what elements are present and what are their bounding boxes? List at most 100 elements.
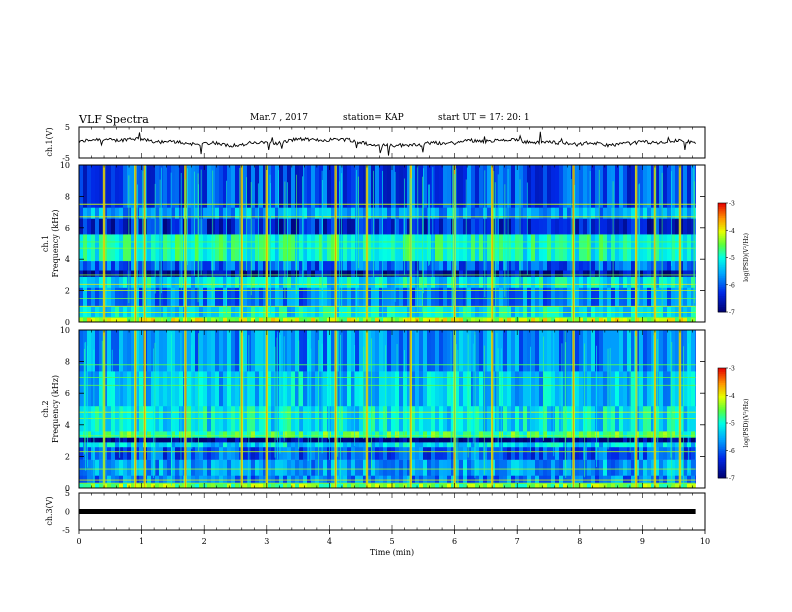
ch2-spectrogram-cell [259,442,264,448]
ch2-spectrogram-cell [319,442,324,448]
ch1-spectrogram-cell [287,165,292,208]
ch2-spectrogram-cell [259,483,264,489]
ch1-spectrogram-cell [547,165,552,208]
ch2-spectrogram-cell [203,330,208,372]
ch2-spectrogram-cell [583,483,588,489]
ch2-spectrogram-cell [271,446,276,460]
ch1-spectrogram-cell [243,287,248,307]
ch1-spectrogram-cell [671,260,676,271]
ch2-spectrogram-cell [195,442,200,448]
ch1-spectrogram-cell [383,207,388,219]
ch1-spectrogram-cell [331,207,336,219]
ch2-spectrogram-cell [591,459,596,476]
ch2-spectrogram-cell [667,442,672,448]
ch1-spectrogram-cell [463,207,468,219]
ch2-spectrogram-cell [691,330,696,372]
ch1-spectrogram-cell [471,260,476,271]
ch1-spectrogram-cell [443,306,448,318]
ch1-spectrogram-cell [247,306,252,318]
ch1-spectrogram-cell [215,165,220,208]
ch2-spectrogram-cell [487,437,492,443]
ch2-spectrogram-cell [599,475,604,484]
ch2-spectrogram-cell [463,330,468,372]
ch1-spectrogram-cell [367,306,372,318]
ch1-spectrogram-cell [295,276,300,288]
ch2-spectrogram-cell [519,330,524,372]
ch2-spectrogram-cell [447,483,452,489]
ch1-spectrogram-cell [435,218,440,235]
ch2-spectrogram-cell [319,446,324,460]
ch1-spectrogram-cell [411,207,416,219]
ch1-spectrogram-cell [579,234,584,262]
ch1-spectrogram-cell [215,270,220,277]
ch2-spectrogram-cell [231,437,236,443]
ch1-spectrogram-cell [223,276,228,288]
ch1-spectrogram-cell [139,260,144,271]
ch2-spectrogram-cell [343,442,348,448]
ch2-spectrogram-cell [363,442,368,448]
ch2-spectrogram-cell [291,371,296,407]
ch2-spectrogram-cell [131,446,136,460]
ch1-spectrogram-cell [299,260,304,271]
ch1-spectrogram-cell [567,317,572,323]
ch1-spectrogram-cell [519,287,524,307]
ch1-spectrogram-colorbar-cell [718,228,726,231]
ch1-spectrogram-cell [339,207,344,219]
ch2-spectrogram-cell [335,437,340,443]
ch1-spectrogram-cell [119,218,124,235]
ch1-spectrogram-cell [379,260,384,271]
ch1-spectrogram-cell [443,218,448,235]
ch1-spectrogram-cell [155,165,160,208]
ch1-spectrogram-cell [235,270,240,277]
ch2-spectrogram-cell [195,437,200,443]
ch2-spectrogram-cell [175,330,180,372]
ch1-spectrogram-colorbar-cell [718,219,726,222]
ch1-spectrogram-cell [539,317,544,323]
ch1-spectrogram-cell [331,317,336,323]
ch1-spectrogram-cell [379,218,384,235]
ch1-spectrogram-cell [267,317,272,323]
ch1-spectrogram-cell [599,270,604,277]
ch2-spectrogram-cell [659,330,664,372]
ch1-spectrogram-cell [207,287,212,307]
ch1-spectrogram-cell [379,276,384,288]
ch2-spectrogram-cell [415,475,420,484]
ch2-spectrogram-cell [695,371,696,407]
ch2-spectrogram-cell [427,371,432,407]
ch2-spectrogram-cell [115,442,120,448]
ch1-spectrogram-cell [303,218,308,235]
ch2-spectrogram-cell [107,330,112,372]
ch2-spectrogram-cell [611,459,616,476]
ch1-spectrogram-cell [167,270,172,277]
ch2-spectrogram-cell [339,459,344,476]
ch1-spectrogram-cell [155,234,160,262]
ch1-spectrogram-cell [695,218,696,235]
ch1-spectrogram-cell [279,234,284,262]
ch1-spectrogram-cell [151,218,156,235]
ch1-spectrogram-cell [159,306,164,318]
ch1-spectrogram-cell [299,270,304,277]
ch1-spectrogram-cell [475,207,480,219]
ch1-spectrogram-cell [687,317,692,323]
ch1-spectrogram-cell [583,207,588,219]
ch2-spectrogram-cell [575,483,580,489]
ch1-spectrogram-cell [99,287,104,307]
ch2-spectrogram-cell [95,475,100,484]
ch2-spectrogram-cell [447,431,452,438]
ch1-spectrogram-cell [355,276,360,288]
ch2-spectrogram-cell [243,371,248,407]
ch2-spectrogram-cell [255,330,260,372]
ch2-spectrogram-cell [379,446,384,460]
ch1-spectrogram-cell [259,218,264,235]
ch1-spectrogram-cell [211,276,216,288]
ch1-spectrogram-cell [111,287,116,307]
ch2-spectrogram-cell [175,442,180,448]
ch1-spectrogram-cell [251,234,256,262]
ch1-spectrogram-cell [407,270,412,277]
ch1-spectrogram-cell [411,218,416,235]
ch1-spectrogram-cell [687,270,692,277]
ch2-spectrogram-cell [327,431,332,438]
ch1-spectrogram-cell [435,165,440,208]
ch2-spectrogram-cell [343,330,348,372]
ch2-spectrogram-cell [647,371,652,407]
